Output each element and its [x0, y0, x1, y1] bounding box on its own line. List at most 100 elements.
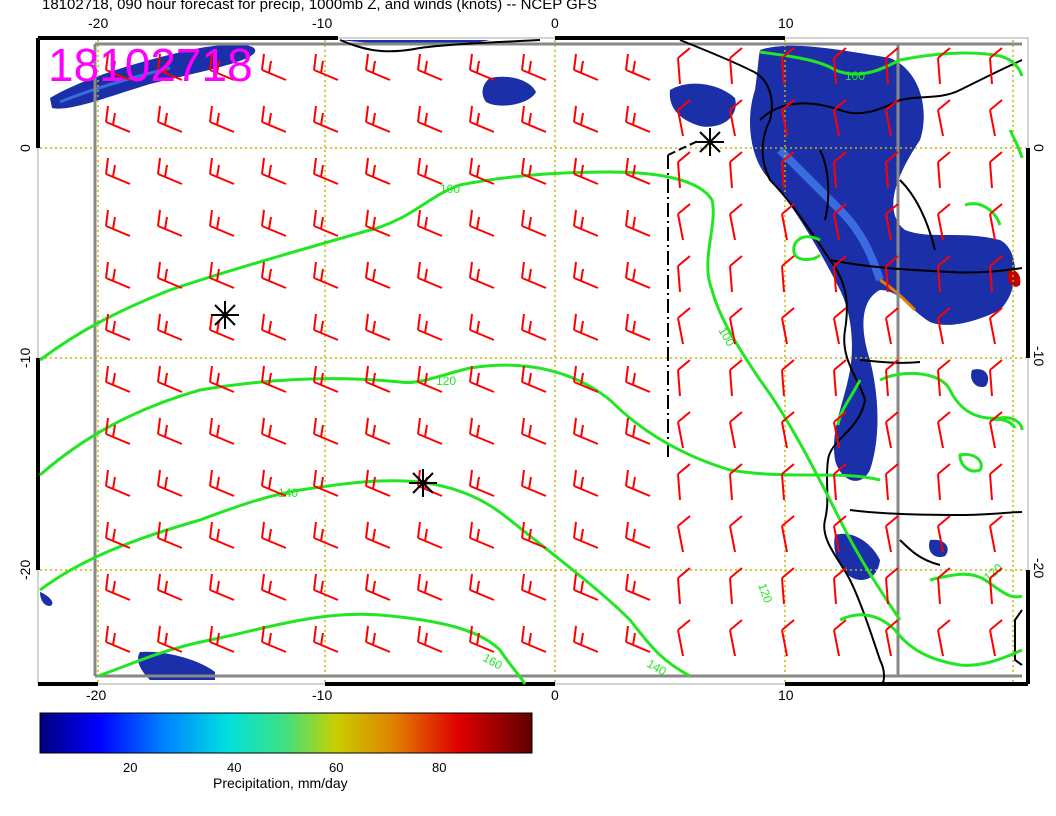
wind-barb: [469, 417, 495, 445]
wind-barb: [105, 313, 131, 341]
colorbar-tick: 80: [432, 760, 447, 775]
wind-barb: [417, 313, 443, 341]
wind-barb: [157, 521, 183, 549]
wind-barb: [417, 157, 443, 185]
contour-label: 140: [278, 486, 298, 500]
wind-barb: [469, 53, 495, 81]
wind-barb: [521, 417, 547, 445]
wind-barb: [261, 105, 287, 133]
wind-barb: [417, 625, 443, 653]
wind-barb: [365, 521, 391, 549]
wind-barb: [677, 47, 691, 85]
wind-barb: [469, 261, 495, 289]
wind-barb: [885, 567, 899, 605]
wind-barb: [261, 313, 287, 341]
colorbar-label: Precipitation, mm/day: [213, 775, 348, 791]
wind-barb: [885, 515, 899, 553]
wind-barb: [781, 567, 795, 605]
wind-barb: [573, 417, 599, 445]
wind-barb: [157, 105, 183, 133]
wind-barb: [937, 203, 951, 241]
wind-barb: [937, 515, 951, 553]
wind-barb: [989, 463, 1003, 501]
wind-barb: [469, 469, 495, 497]
asterisk-marker: [409, 469, 437, 497]
wind-barb: [261, 573, 287, 601]
wind-barb: [261, 209, 287, 237]
wind-barb: [833, 151, 847, 189]
wind-barb: [833, 463, 847, 501]
wind-barb: [833, 359, 847, 397]
wind-barb: [781, 515, 795, 553]
lat-labels-left: 0 -10 -20: [17, 144, 33, 580]
wind-barb: [625, 261, 651, 289]
wind-barb: [157, 469, 183, 497]
wind-barb: [105, 573, 131, 601]
wind-barb: [365, 365, 391, 393]
wind-barb: [157, 261, 183, 289]
wind-barb: [313, 573, 339, 601]
wind-barb: [937, 47, 951, 85]
wind-barb: [833, 411, 847, 449]
wind-barb: [729, 307, 743, 345]
wind-barb: [573, 209, 599, 237]
wind-barb: [833, 515, 847, 553]
wind-barb: [157, 53, 183, 81]
wind-barb: [521, 469, 547, 497]
lon-label: 10: [778, 15, 794, 31]
wind-barb: [937, 99, 951, 137]
wind-barb: [729, 515, 743, 553]
wind-barb: [573, 105, 599, 133]
asterisk-marker: [696, 128, 724, 156]
wind-barb: [989, 151, 1003, 189]
date-stamp: 18102718: [48, 39, 253, 91]
wind-barb: [885, 255, 899, 293]
wind-barb: [209, 53, 235, 81]
wind-barb: [833, 47, 847, 85]
lat-label: 0: [17, 144, 33, 152]
wind-barb: [573, 313, 599, 341]
contour-label: 120: [755, 581, 775, 605]
wind-barb: [573, 521, 599, 549]
height-contours: [39, 50, 1024, 685]
wind-barb: [209, 261, 235, 289]
wind-barb: [209, 313, 235, 341]
wind-barb: [625, 209, 651, 237]
wind-barb: [677, 203, 691, 241]
wind-barb: [261, 53, 287, 81]
wind-barb: [365, 105, 391, 133]
wind-barb: [521, 313, 547, 341]
wind-barb: [937, 463, 951, 501]
wind-barb: [417, 261, 443, 289]
wind-barb: [313, 469, 339, 497]
wind-barb: [521, 157, 547, 185]
wind-barb: [157, 625, 183, 653]
wind-barb: [105, 625, 131, 653]
wind-barb: [469, 625, 495, 653]
wind-barb: [937, 151, 951, 189]
wind-barb: [625, 521, 651, 549]
lat-label: -20: [1031, 558, 1047, 578]
wind-barb: [833, 567, 847, 605]
wind-barb: [833, 203, 847, 241]
wind-barb: [781, 463, 795, 501]
wind-barb: [469, 209, 495, 237]
wind-barb: [365, 53, 391, 81]
wind-barb: [989, 619, 1003, 657]
wind-barb: [885, 307, 899, 345]
wind-barb: [365, 313, 391, 341]
wind-barb: [261, 157, 287, 185]
wind-barb: [521, 521, 547, 549]
wind-barb: [989, 359, 1003, 397]
contour-label: 120: [436, 374, 456, 388]
wind-barb: [677, 151, 691, 189]
wind-barb: [521, 209, 547, 237]
wind-barb: [573, 157, 599, 185]
wind-barb: [885, 151, 899, 189]
wind-barb: [885, 359, 899, 397]
wind-barb: [209, 521, 235, 549]
wind-barb: [989, 255, 1003, 293]
wind-barb: [105, 105, 131, 133]
wind-barb: [521, 53, 547, 81]
wind-barb: [625, 157, 651, 185]
